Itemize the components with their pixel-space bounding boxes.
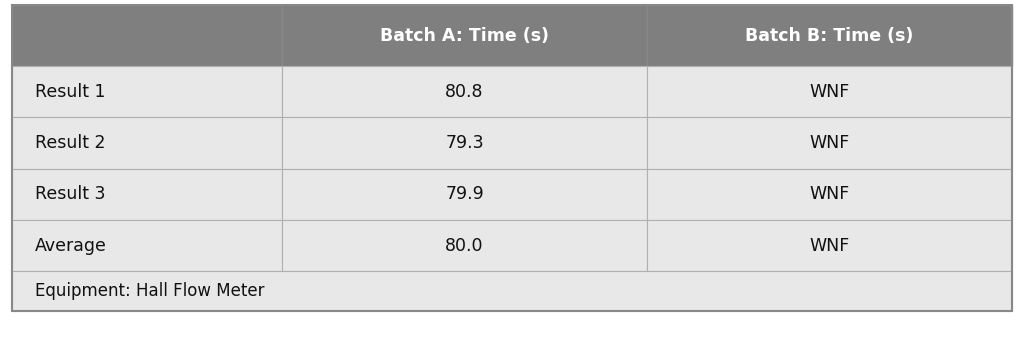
Text: WNF: WNF <box>809 134 850 152</box>
Bar <box>283 117 647 169</box>
Bar <box>647 5 1012 66</box>
Bar <box>283 220 647 271</box>
Bar <box>647 66 1012 117</box>
Bar <box>647 220 1012 271</box>
Text: WNF: WNF <box>809 83 850 101</box>
Bar <box>12 117 283 169</box>
Bar <box>12 5 283 66</box>
Bar <box>12 271 1012 311</box>
Text: Batch B: Time (s): Batch B: Time (s) <box>745 27 913 44</box>
Text: 80.0: 80.0 <box>445 237 483 255</box>
Text: Result 3: Result 3 <box>35 185 105 203</box>
Bar <box>647 117 1012 169</box>
Text: Batch A: Time (s): Batch A: Time (s) <box>380 27 549 44</box>
Text: Result 2: Result 2 <box>35 134 105 152</box>
Text: 79.3: 79.3 <box>445 134 483 152</box>
Bar <box>647 169 1012 220</box>
Text: WNF: WNF <box>809 237 850 255</box>
Bar <box>12 5 1012 311</box>
Text: Result 1: Result 1 <box>35 83 105 101</box>
Bar <box>12 66 283 117</box>
Text: Equipment: Hall Flow Meter: Equipment: Hall Flow Meter <box>35 282 264 300</box>
Text: 79.9: 79.9 <box>445 185 484 203</box>
Bar <box>283 169 647 220</box>
Text: WNF: WNF <box>809 185 850 203</box>
Bar <box>283 66 647 117</box>
Text: Average: Average <box>35 237 106 255</box>
Bar <box>283 5 647 66</box>
Text: 80.8: 80.8 <box>445 83 483 101</box>
Bar <box>12 220 283 271</box>
Bar <box>12 169 283 220</box>
